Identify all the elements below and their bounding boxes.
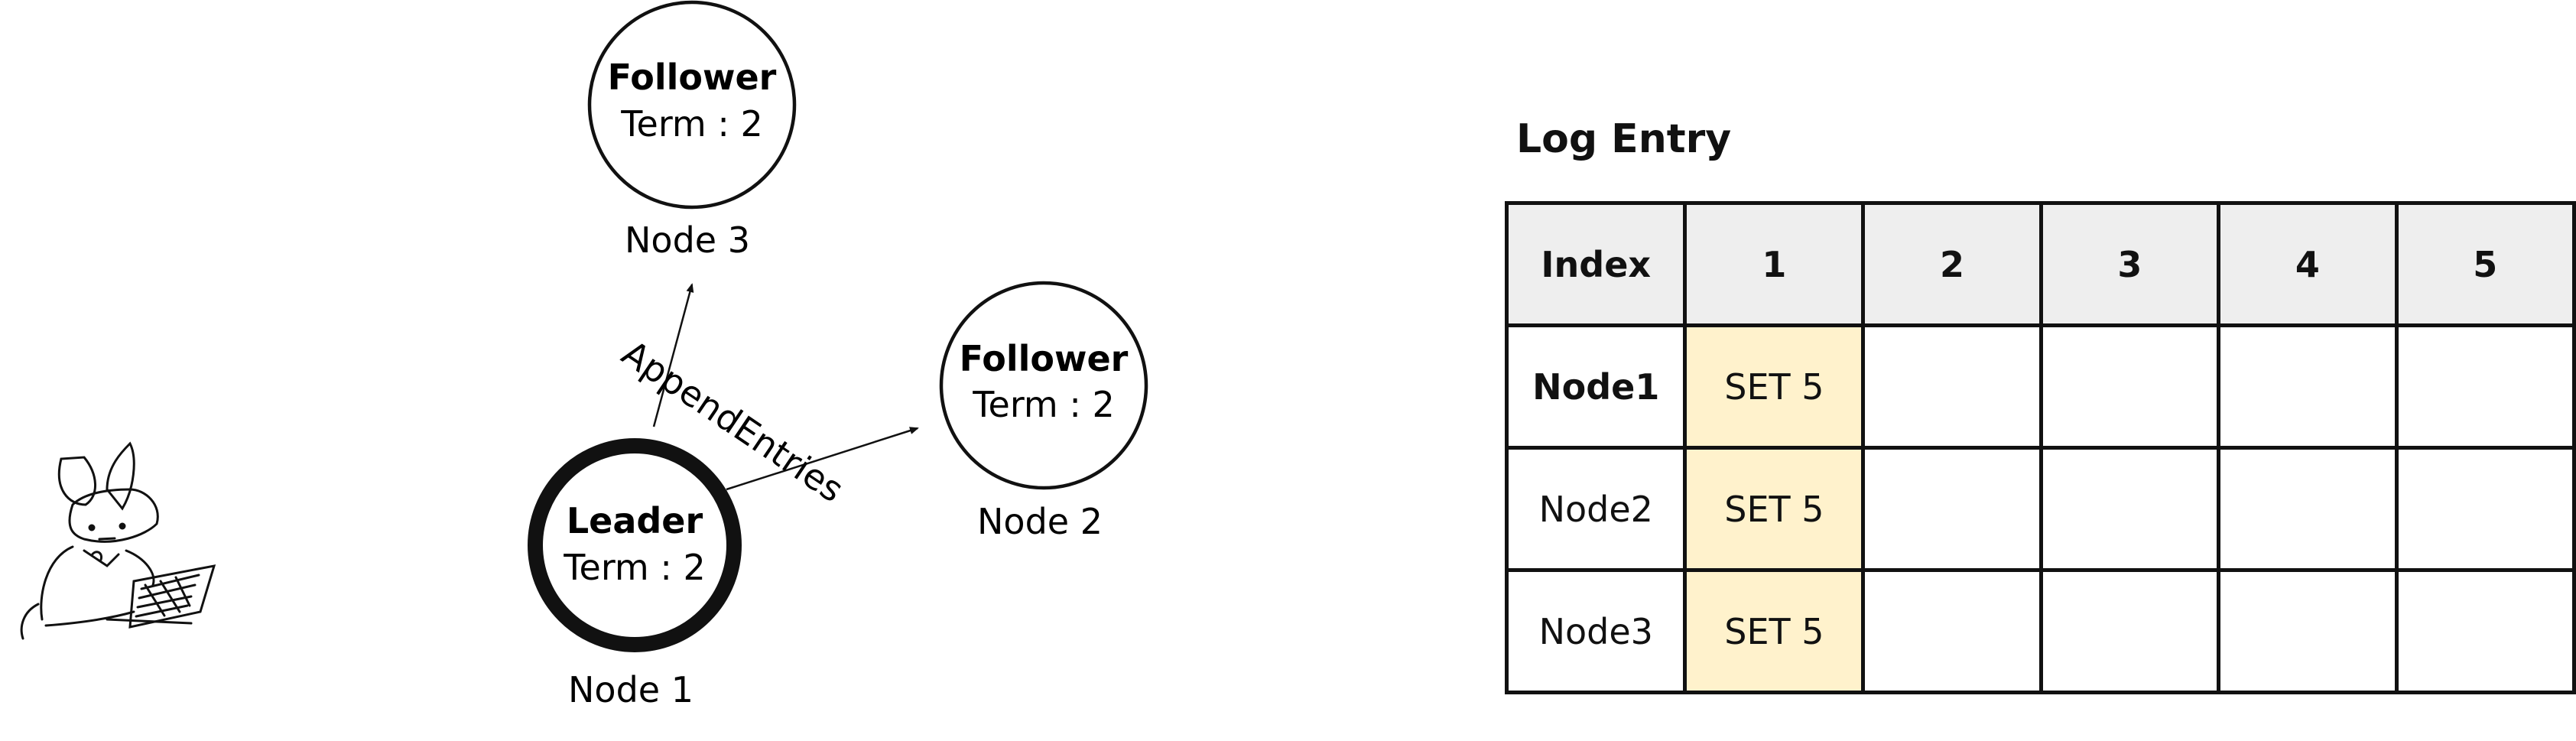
log-row-label: Node3 — [1504, 568, 1688, 694]
log-entry-cell: SET 5 — [1683, 323, 1866, 450]
log-header-cell: 2 — [1861, 201, 2043, 327]
log-entry-cell — [1861, 568, 2043, 694]
node-2: Follower Term : 2 Node 2 — [939, 281, 1148, 542]
log-entry-cell — [1861, 446, 2043, 572]
log-row-node3: Node3 SET 5 — [1504, 568, 2576, 694]
log-entry-cell: SET 5 — [1683, 446, 1866, 572]
node-3-circle — [587, 0, 797, 210]
log-entry-title: Log Entry — [1516, 116, 1732, 162]
arrow-to-node2 — [726, 427, 919, 491]
log-entry-cell — [2038, 568, 2221, 694]
log-header-cell: 3 — [2038, 201, 2221, 327]
log-entry-cell — [2217, 323, 2399, 450]
node-3: Follower Term : 2 Node 3 — [587, 0, 797, 261]
log-header-cell: 1 — [1683, 201, 1866, 327]
log-entry-cell — [2038, 323, 2221, 450]
log-row-node2: Node2 SET 5 — [1504, 446, 2576, 572]
node-2-role: Follower — [960, 338, 1129, 379]
log-entry-cell: SET 5 — [1683, 568, 1866, 694]
log-entry-cell — [2394, 446, 2576, 572]
node-1-term: Term : 2 — [563, 547, 706, 588]
node-2-circle — [939, 281, 1148, 490]
mascot-illustration — [20, 441, 216, 640]
log-row-label: Node2 — [1504, 446, 1688, 572]
log-header-cell: 5 — [2394, 201, 2576, 327]
node-1: Leader Term : 2 Node 1 — [528, 438, 742, 710]
log-entry-table: Index 1 2 3 4 5 Node1 SET 5 Node2 SET 5 … — [1504, 201, 2576, 694]
node-3-term: Term : 2 — [620, 103, 763, 145]
log-header-cell: 4 — [2217, 201, 2399, 327]
arrow-to-node3 — [652, 283, 694, 427]
node-1-name: Node 1 — [568, 669, 694, 710]
node-3-role: Follower — [608, 57, 777, 98]
log-header-cell: Index — [1504, 201, 1688, 327]
node-1-role: Leader — [567, 500, 703, 541]
log-entry-cell — [2394, 568, 2576, 694]
log-entry-cell — [2217, 446, 2399, 572]
node-3-name: Node 3 — [625, 219, 750, 261]
node-2-term: Term : 2 — [972, 384, 1115, 425]
log-entry-cell — [1861, 323, 2043, 450]
log-row-label: Node1 — [1504, 323, 1688, 450]
log-entry-cell — [2038, 446, 2221, 572]
log-entry-cell — [2217, 568, 2399, 694]
log-row-node1: Node1 SET 5 — [1504, 323, 2576, 450]
log-header-row: Index 1 2 3 4 5 — [1504, 201, 2576, 327]
raft-diagram: AppendEntries Follower Term : 2 Node 3 F… — [20, 0, 1148, 710]
node-1-circle — [528, 438, 742, 652]
log-entry-cell — [2394, 323, 2576, 450]
node-2-name: Node 2 — [977, 501, 1103, 542]
